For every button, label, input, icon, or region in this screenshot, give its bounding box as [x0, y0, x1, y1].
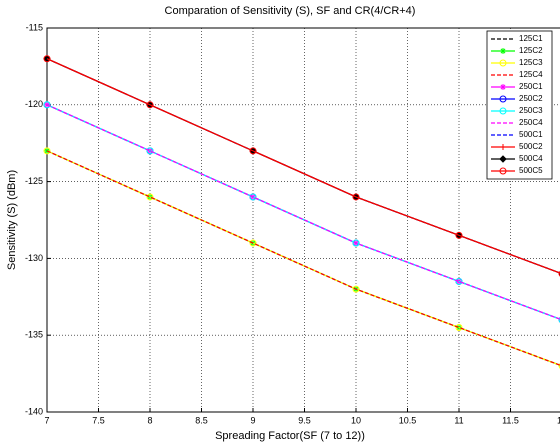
marker: [249, 239, 257, 247]
marker: [499, 167, 507, 175]
marker: [249, 147, 257, 155]
marker: [146, 101, 154, 109]
marker: [352, 239, 360, 247]
marker: [43, 55, 51, 63]
legend-label: 500C1: [519, 130, 543, 139]
series-line: [46, 150, 560, 366]
legend-label: 250C4: [519, 118, 543, 127]
chart-title: Comparation of Sensitivity (S), SF and C…: [165, 5, 416, 17]
legend-label: 125C1: [519, 34, 543, 43]
marker: [499, 155, 507, 163]
legend-label: 500C2: [519, 142, 543, 151]
marker: [500, 84, 506, 90]
series-line: [46, 104, 560, 320]
x-tick-label: 7.5: [92, 415, 105, 425]
marker: [558, 363, 560, 369]
legend-label: 500C4: [519, 154, 543, 163]
marker: [455, 277, 463, 285]
y-tick-label: -130: [25, 253, 43, 263]
x-tick-label: 7: [44, 415, 49, 425]
legend-label: 250C1: [519, 82, 543, 91]
y-tick-label: -120: [25, 99, 43, 109]
x-tick-label: 10: [351, 415, 361, 425]
y-tick-label: -135: [25, 330, 43, 340]
legend-label: 125C3: [519, 58, 543, 67]
legend-label: 125C2: [519, 46, 543, 55]
legend-label: 250C3: [519, 106, 543, 115]
marker: [352, 193, 360, 201]
y-tick-label: -115: [26, 22, 43, 32]
marker: [146, 193, 154, 201]
marker: [499, 107, 507, 115]
marker: [455, 231, 463, 239]
marker: [43, 147, 51, 155]
marker: [146, 147, 154, 155]
legend-label: 250C2: [519, 94, 543, 103]
y-tick-label: -140: [25, 406, 43, 416]
marker: [499, 95, 507, 103]
y-tick-label: -125: [25, 176, 43, 186]
marker: [249, 193, 257, 201]
x-tick-label: 10.5: [399, 415, 417, 425]
marker: [500, 144, 506, 150]
marker: [558, 270, 560, 277]
marker: [500, 48, 506, 54]
x-tick-label: 9: [250, 415, 255, 425]
series-line: [46, 58, 560, 274]
x-axis-label: Spreading Factor(SF (7 to 12)): [215, 430, 365, 442]
legend-box: [486, 30, 553, 180]
marker: [558, 316, 560, 323]
marker: [352, 285, 360, 293]
y-axis-label: Sensitivity (S) (dBm): [6, 170, 18, 270]
x-tick-label: 11: [454, 415, 463, 425]
plot-frame: [46, 27, 560, 413]
legend: 125C1 125C2 125C3 125C4 250C1 250C2 250C3 250C4…: [486, 30, 553, 180]
marker: [43, 101, 51, 109]
x-tick-label: 12: [557, 415, 560, 425]
x-tick-label: 9.5: [298, 415, 311, 425]
marker: [455, 324, 463, 332]
x-tick-label: 11.5: [502, 415, 519, 425]
x-tick-label: 8.5: [195, 415, 208, 425]
legend-label: 125C4: [519, 70, 543, 79]
x-tick-label: 8: [147, 415, 152, 425]
legend-label: 500C5: [519, 166, 543, 175]
marker: [499, 59, 507, 67]
